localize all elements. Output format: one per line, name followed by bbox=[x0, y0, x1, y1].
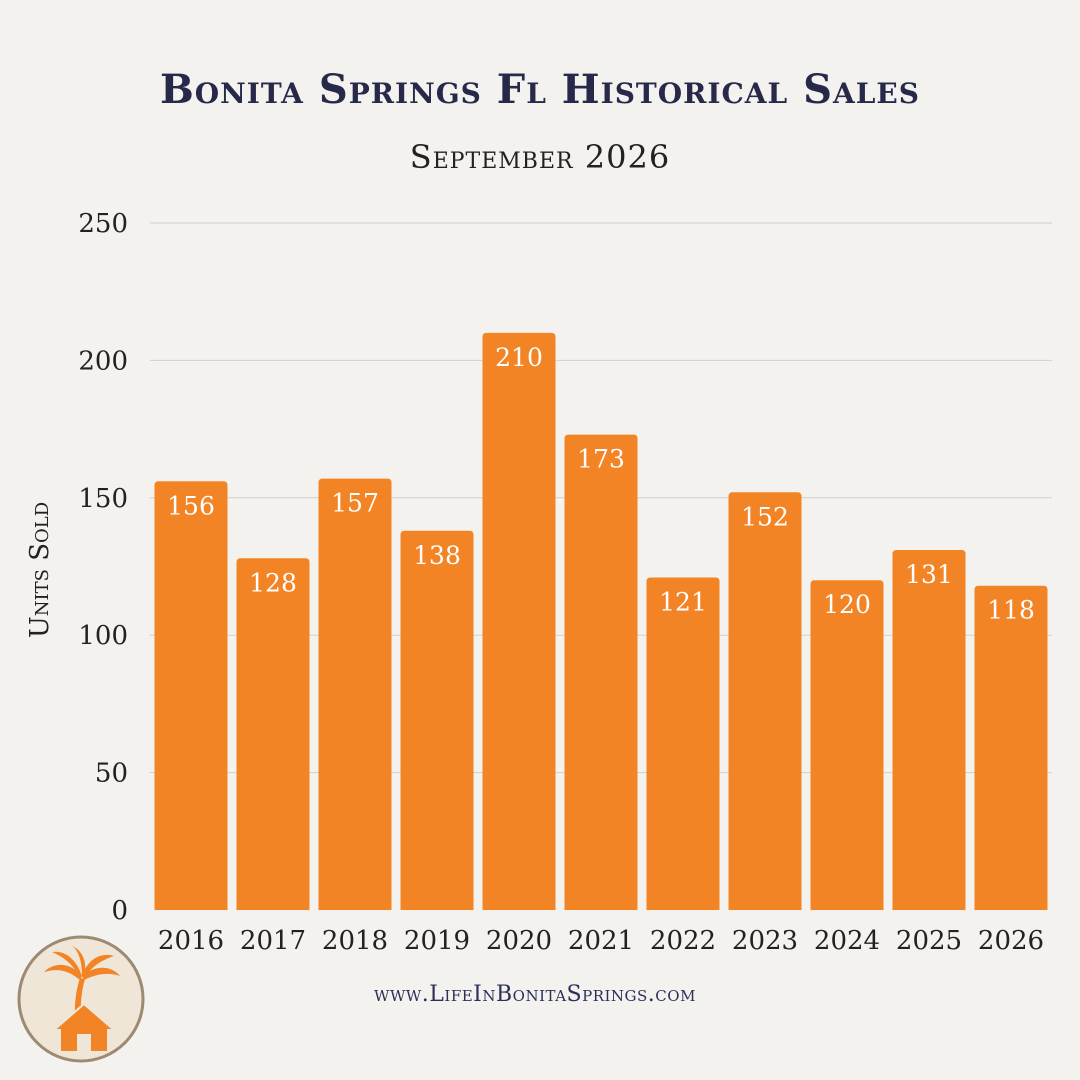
website-url[interactable]: www.LifeInBonitaSprings.com bbox=[374, 982, 696, 1007]
bar-2024 bbox=[810, 580, 884, 910]
palm-tree-house-icon bbox=[17, 935, 145, 1063]
x-axis-ticks: 2016 2017 2018 2019 2020 2021 2022 2023 2024 2025… bbox=[158, 926, 1044, 956]
x-tick-label: 2022 bbox=[650, 926, 716, 956]
data-label: 156 bbox=[167, 491, 215, 520]
data-label: 131 bbox=[905, 560, 953, 589]
bar-2016 bbox=[154, 481, 228, 910]
y-tick-label: 0 bbox=[111, 896, 128, 926]
data-label: 210 bbox=[495, 343, 543, 372]
bar-2021 bbox=[564, 434, 638, 910]
x-tick-label: 2024 bbox=[814, 926, 880, 956]
x-tick-label: 2021 bbox=[568, 926, 634, 956]
y-tick-label: 150 bbox=[78, 484, 128, 514]
bars bbox=[154, 332, 1048, 910]
x-tick-label: 2023 bbox=[732, 926, 798, 956]
y-axis-ticks: 0 50 100 150 200 250 bbox=[78, 209, 128, 926]
bar-2023 bbox=[728, 492, 802, 910]
x-tick-label: 2020 bbox=[486, 926, 552, 956]
data-label: 173 bbox=[577, 445, 625, 474]
data-label: 157 bbox=[331, 489, 379, 518]
bar-2018 bbox=[318, 478, 392, 910]
data-label: 128 bbox=[249, 568, 297, 597]
bar-2020 bbox=[482, 332, 556, 910]
data-label: 118 bbox=[987, 596, 1035, 625]
x-tick-label: 2019 bbox=[404, 926, 470, 956]
x-tick-label: 2017 bbox=[240, 926, 306, 956]
bar-2019 bbox=[400, 530, 474, 910]
bar-2026 bbox=[974, 585, 1048, 910]
bar-2025 bbox=[892, 550, 966, 910]
data-label: 120 bbox=[823, 590, 871, 619]
y-tick-label: 50 bbox=[95, 759, 128, 789]
data-label: 152 bbox=[741, 502, 789, 531]
bar-2022 bbox=[646, 577, 720, 910]
x-tick-label: 2025 bbox=[896, 926, 962, 956]
data-label: 121 bbox=[659, 587, 707, 616]
y-tick-label: 250 bbox=[78, 209, 128, 239]
x-tick-label: 2018 bbox=[322, 926, 388, 956]
chart-title: Bonita Springs Fl Historical Sales bbox=[159, 66, 920, 113]
data-label: 138 bbox=[413, 541, 461, 570]
y-axis-label: Units Sold bbox=[25, 501, 55, 639]
y-tick-label: 200 bbox=[78, 346, 128, 376]
y-tick-label: 100 bbox=[78, 621, 128, 651]
x-tick-label: 2026 bbox=[978, 926, 1044, 956]
chart-subtitle: September 2026 bbox=[409, 138, 671, 176]
x-tick-label: 2016 bbox=[158, 926, 224, 956]
bar-2017 bbox=[236, 558, 310, 910]
data-labels: 156 128 157 138 210 173 121 152 120 131 118 bbox=[167, 343, 1035, 625]
